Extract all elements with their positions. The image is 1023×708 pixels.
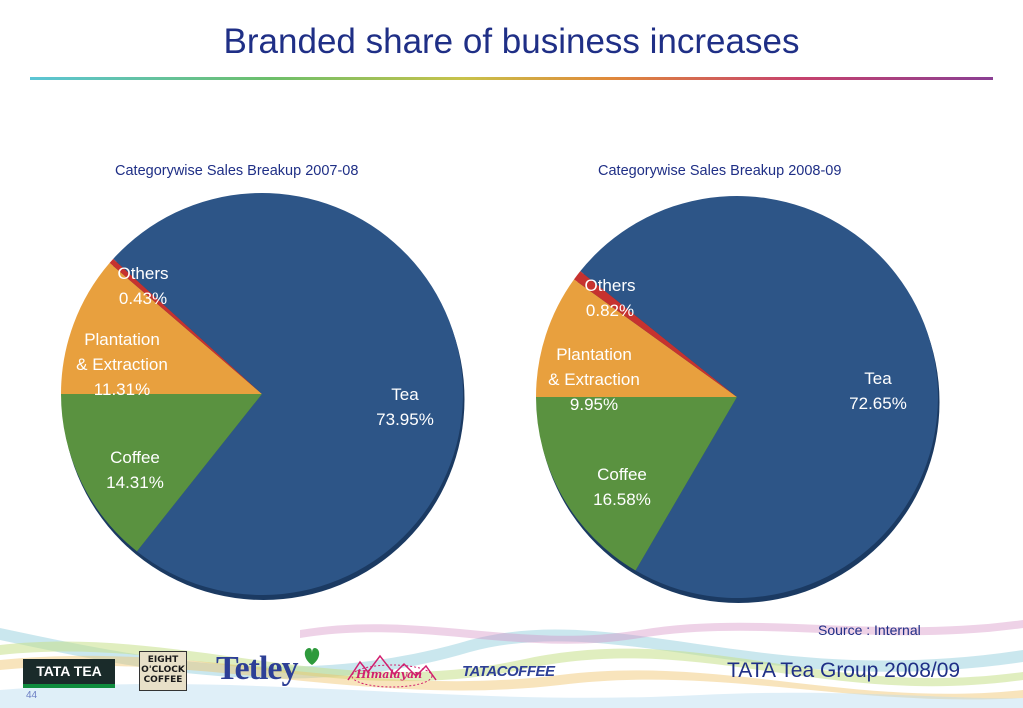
pie-slice-others	[574, 271, 737, 397]
page-number: 44	[26, 690, 38, 701]
slice-label-plantation-extraction: Plantation & Extraction 9.95%	[548, 345, 640, 414]
slice-label-coffee: Coffee 14.31%	[106, 448, 164, 492]
tetley-leaf-icon	[304, 648, 320, 665]
himalayan-mountain-icon	[347, 654, 437, 688]
tata-tea-logo: TATA TEA	[23, 659, 115, 688]
pie-slice-tea	[113, 193, 464, 595]
footer-text: TATA Tea Group 2008/09	[727, 659, 961, 682]
chart-title-2008-09: Categorywise Sales Breakup 2008-09	[598, 163, 842, 179]
title-divider	[30, 77, 993, 80]
slice-label-tea: Tea 72.65%	[849, 369, 907, 413]
slide-title: Branded share of business increases	[223, 22, 800, 61]
logo-word: COFFEE	[496, 663, 555, 680]
himalayan-logo: Himalayan	[346, 650, 438, 692]
pie-slice-plantation-extraction	[61, 262, 262, 394]
pie-slice-tea	[580, 196, 939, 599]
pie-slice-coffee	[60, 394, 262, 552]
chart-title-2007-08: Categorywise Sales Breakup 2007-08	[115, 163, 359, 179]
slice-label-tea: Tea 73.95%	[376, 385, 434, 429]
logo-line: O'CLOCK	[141, 665, 185, 675]
source-note: Source : Internal	[818, 622, 921, 638]
slice-label-others: Others 0.82%	[584, 276, 635, 320]
himalayan-logo-text: Himalayan	[356, 668, 423, 681]
slice-label-coffee: Coffee 16.58%	[593, 465, 651, 509]
slice-label-others: Others 0.43%	[117, 264, 168, 308]
tetley-logo: Tetley	[216, 650, 299, 687]
logo-line: EIGHT	[147, 655, 179, 665]
logo-word: TATA	[462, 663, 497, 680]
pie-slice-plantation-extraction	[536, 279, 737, 397]
pie-slice-coffee	[536, 397, 737, 571]
pie-slice-others	[109, 258, 262, 394]
eight-oclock-coffee-logo: EIGHT O'CLOCK COFFEE	[139, 651, 187, 691]
logo-line: COFFEE	[143, 675, 183, 685]
slice-label-plantation-extraction: Plantation & Extraction 11.31%	[76, 330, 168, 399]
tata-coffee-logo: TATACOFFEE	[462, 663, 555, 680]
